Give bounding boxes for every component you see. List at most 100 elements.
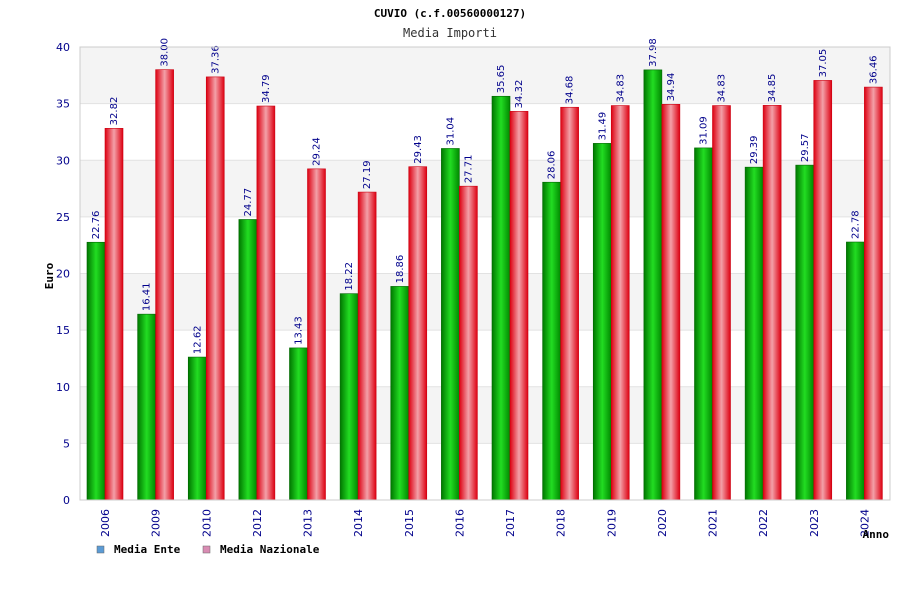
y-tick-label: 35: [56, 98, 70, 111]
bar-media-ente: [542, 181, 561, 501]
bar-media-nazionale: [104, 128, 124, 501]
bar-media-ente: [694, 147, 713, 501]
x-tick-label: 2016: [453, 509, 466, 537]
bar-media-nazionale: [256, 105, 276, 501]
x-tick-label: 2009: [150, 509, 163, 537]
x-tick-label: 2014: [352, 509, 365, 537]
data-label-media-nazionale: 27.71: [463, 155, 474, 184]
plot-border: [79, 46, 891, 501]
bar-media-nazionale: [205, 76, 225, 501]
bars: [86, 69, 883, 501]
bar-media-ente: [795, 164, 815, 501]
data-label-media-ente: 31.49: [597, 112, 608, 141]
bar-media-ente: [592, 143, 612, 501]
data-label-media-ente: 35.65: [496, 65, 507, 94]
x-axis-ticks: 2006 2009 2010 2012 2013 2014 2015 2016 2017 2018…: [99, 509, 871, 537]
legend-label-media-nazionale: Media Nazionale: [220, 543, 320, 556]
x-tick-label: 2013: [302, 509, 315, 537]
legend-swatch-media-nazionale: [202, 545, 211, 554]
bar-media-nazionale: [509, 111, 529, 501]
x-tick-label: 2010: [200, 509, 213, 537]
y-tick-label: 10: [56, 381, 70, 394]
bar-media-nazionale: [762, 105, 782, 501]
bar-media-ente: [137, 313, 156, 501]
data-label-media-ente: 31.04: [445, 117, 456, 146]
data-label-media-nazionale: 37.36: [210, 45, 221, 74]
data-label-media-ente: 31.09: [699, 116, 710, 145]
data-label-media-ente: 18.22: [344, 262, 355, 291]
x-tick-label: 2012: [251, 509, 264, 537]
bar-media-ente: [491, 95, 511, 501]
data-labels: 22.76 32.82 16.41 38.00 12.62 37.36 24.77 34.79…: [91, 38, 879, 354]
data-label-media-ente: 24.77: [243, 188, 254, 217]
data-label-media-nazionale: 32.82: [109, 97, 120, 126]
data-label-media-ente: 22.78: [850, 210, 861, 239]
bar-media-nazionale: [610, 105, 630, 501]
data-label-media-nazionale: 37.05: [818, 49, 829, 78]
x-axis-label: Anno: [863, 528, 890, 541]
data-label-media-nazionale: 34.79: [261, 74, 272, 103]
y-tick-label: 15: [56, 324, 70, 337]
x-tick-label: 2015: [403, 509, 416, 537]
y-tick-label: 25: [56, 211, 70, 224]
bar-media-nazionale: [459, 185, 478, 501]
bar-media-nazionale: [813, 80, 833, 501]
data-label-media-nazionale: 38.00: [160, 38, 171, 67]
data-label-media-nazionale: 34.68: [565, 76, 576, 105]
chart-subtitle: Media Importi: [403, 26, 497, 40]
bar-media-nazionale: [155, 69, 174, 501]
y-tick-label: 40: [56, 41, 70, 54]
x-tick-label: 2018: [555, 509, 568, 537]
x-tick-label: 2024: [858, 509, 871, 537]
bar-media-ente: [744, 166, 764, 501]
bar-media-ente: [390, 286, 410, 501]
data-label-media-ente: 22.76: [91, 211, 102, 240]
chart-title: CUVIO (c.f.00560000127): [374, 7, 526, 20]
data-label-media-nazionale: 29.24: [312, 137, 323, 166]
bar-media-nazionale: [560, 106, 579, 501]
data-label-media-ente: 16.41: [142, 283, 153, 312]
bar-media-ente: [187, 356, 207, 501]
data-label-media-ente: 18.86: [395, 255, 406, 284]
bar-media-ente: [289, 347, 308, 501]
bar-media-nazionale: [661, 104, 681, 501]
data-label-media-ente: 13.43: [294, 316, 305, 345]
y-axis-label: Euro: [43, 262, 56, 289]
y-tick-label: 30: [56, 154, 70, 167]
y-axis-ticks: 0 5 10 15 20 25 30 35 40: [56, 41, 70, 507]
x-tick-label: 2019: [605, 509, 618, 537]
x-tick-label: 2022: [757, 509, 770, 537]
bar-media-nazionale: [307, 168, 326, 501]
x-tick-label: 2017: [504, 509, 517, 537]
x-tick-label: 2021: [707, 509, 720, 537]
data-label-media-nazionale: 34.94: [666, 73, 677, 102]
legend: Media Ente Media Nazionale: [96, 543, 320, 556]
y-tick-label: 5: [63, 437, 70, 450]
legend-swatch-media-ente: [96, 545, 105, 554]
data-label-media-nazionale: 36.46: [868, 55, 879, 84]
y-tick-label: 20: [56, 268, 70, 281]
data-label-media-nazionale: 34.32: [514, 80, 525, 109]
data-label-media-ente: 29.57: [800, 133, 811, 162]
legend-label-media-ente: Media Ente: [114, 543, 181, 556]
bar-media-nazionale: [712, 105, 731, 501]
data-label-media-nazionale: 34.83: [615, 74, 626, 103]
bar-media-ente: [643, 69, 663, 501]
x-tick-label: 2023: [808, 509, 821, 537]
data-label-media-nazionale: 29.43: [413, 135, 424, 164]
bar-media-ente: [846, 241, 865, 501]
data-label-media-ente: 12.62: [192, 325, 203, 354]
data-label-media-ente: 28.06: [547, 151, 558, 180]
bar-media-ente: [238, 219, 258, 501]
bar-media-ente: [441, 148, 460, 501]
x-tick-label: 2006: [99, 509, 112, 537]
bar-media-nazionale: [864, 86, 883, 501]
bar-media-nazionale: [408, 166, 428, 501]
data-label-media-ente: 29.39: [749, 136, 760, 165]
bar-media-ente: [86, 241, 106, 501]
x-tick-label: 2020: [656, 509, 669, 537]
data-label-media-nazionale: 27.19: [362, 160, 373, 189]
data-label-media-ente: 37.98: [648, 38, 659, 67]
